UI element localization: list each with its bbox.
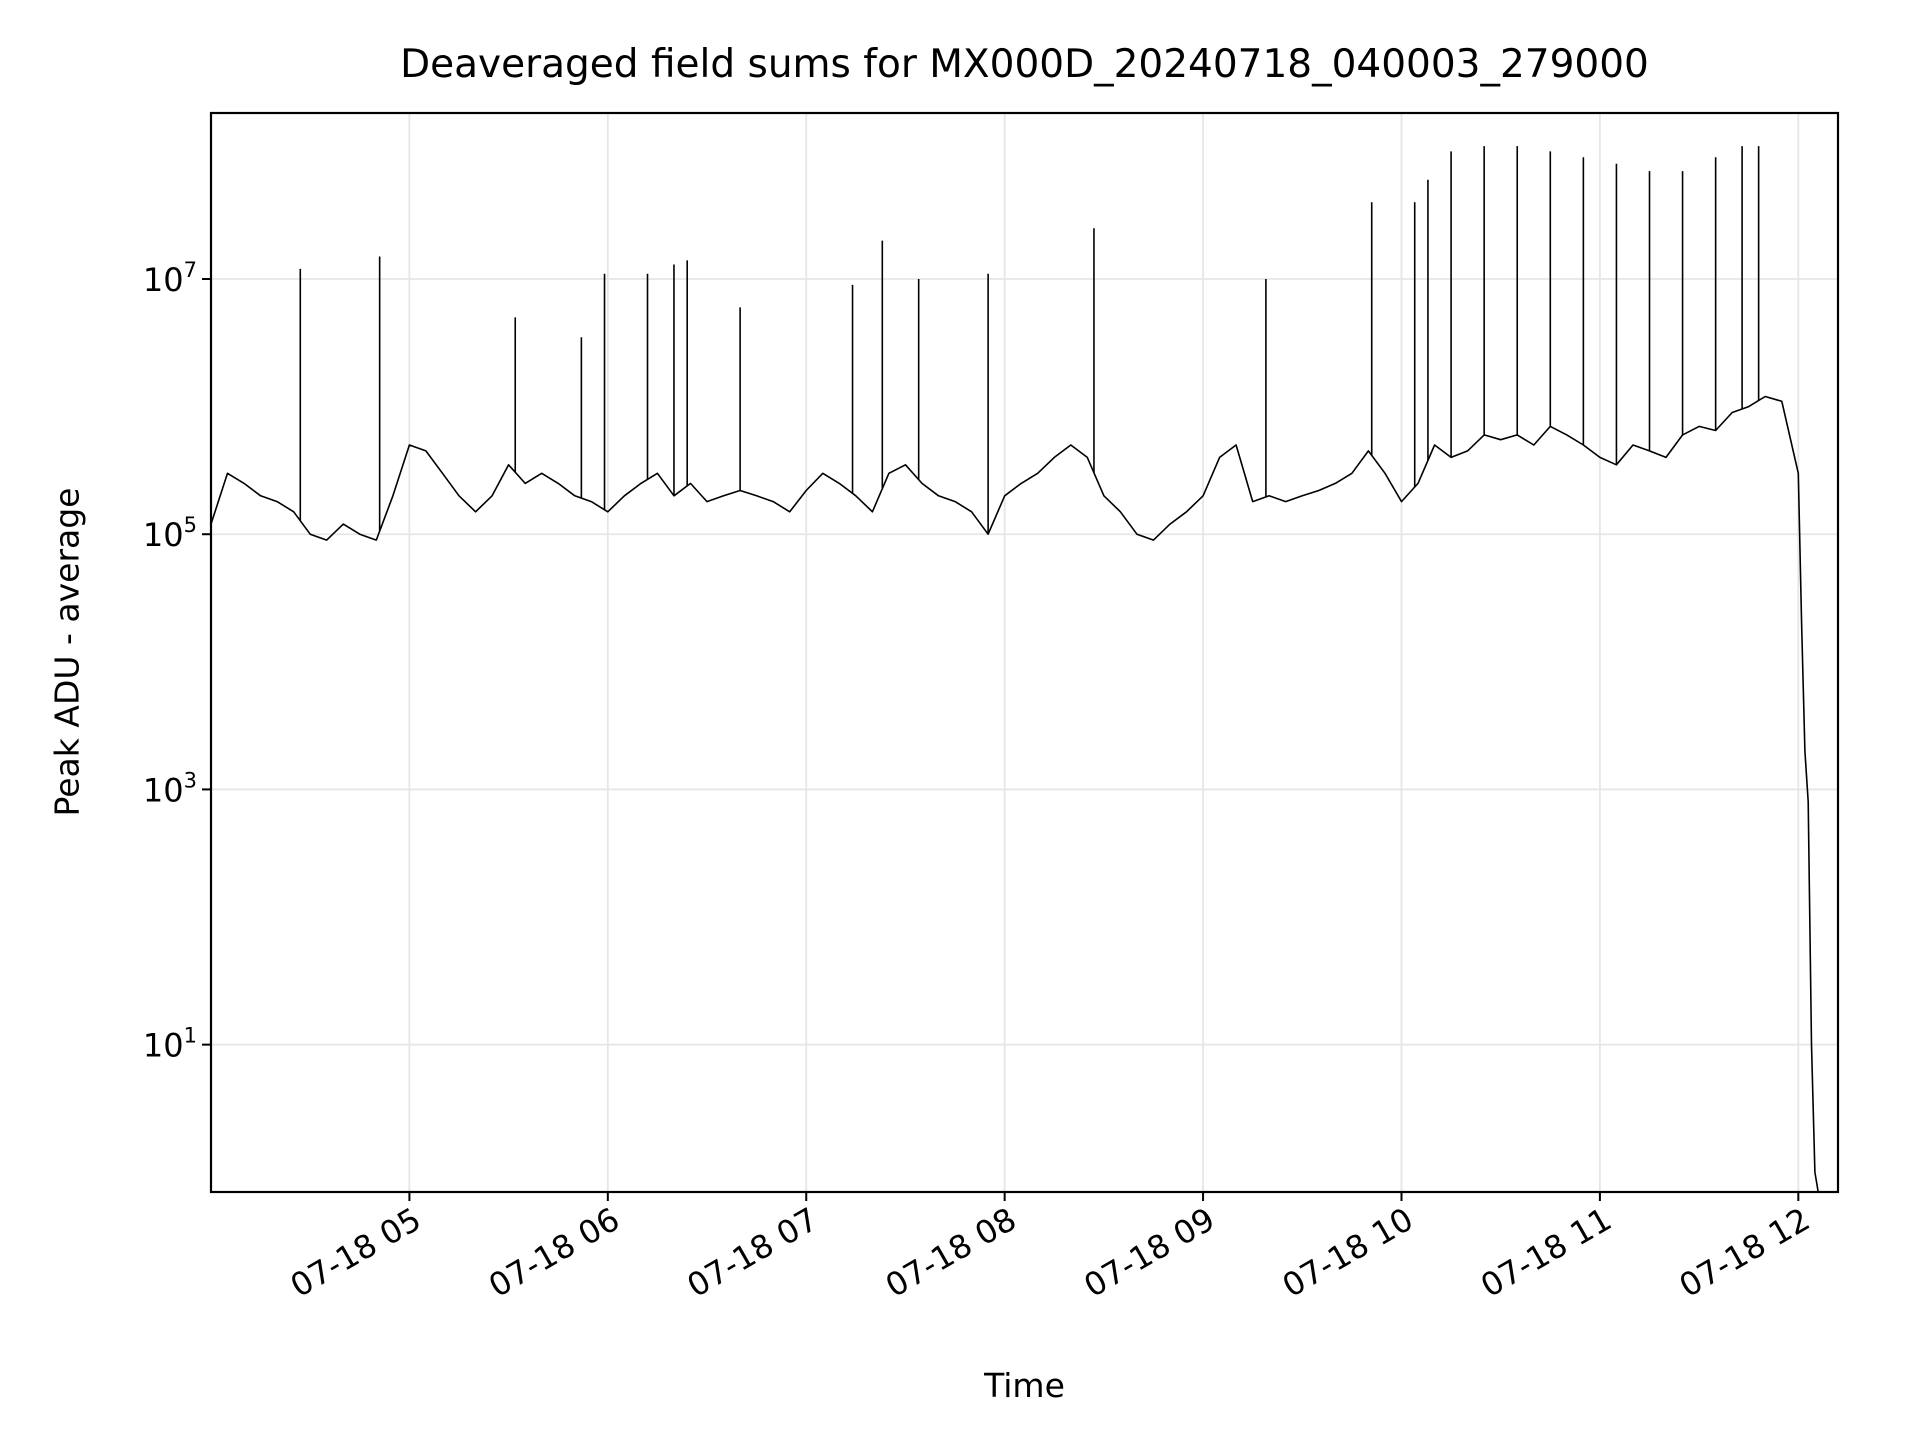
x-tick-label: 07-18 11 xyxy=(1474,1200,1618,1305)
x-tick-label: 07-18 08 xyxy=(879,1200,1023,1305)
chart-title: Deaveraged field sums for MX000D_2024071… xyxy=(400,42,1649,87)
x-axis-label: Time xyxy=(984,1366,1065,1405)
y-tick-label: 101 xyxy=(143,1024,197,1065)
data-layer xyxy=(210,146,1819,1193)
series-line xyxy=(210,395,1819,1193)
y-tick-label: 107 xyxy=(143,258,197,299)
x-tick-label: 07-18 10 xyxy=(1276,1200,1420,1305)
x-tick-label: 07-18 09 xyxy=(1077,1200,1221,1305)
x-tick-label: 07-18 12 xyxy=(1673,1200,1817,1305)
y-tick-label: 103 xyxy=(143,768,197,809)
x-tick-label: 07-18 06 xyxy=(482,1200,626,1305)
y-tick-label: 105 xyxy=(143,513,197,554)
x-tick-label: 07-18 07 xyxy=(681,1200,825,1305)
x-tick-label: 07-18 05 xyxy=(284,1200,428,1305)
axis-ticks: 07-18 05 07-18 06 07-18 07 07-18 08 07-18 09… xyxy=(143,258,1816,1305)
plot-frame xyxy=(209,111,1840,1194)
grid-lines xyxy=(211,113,1838,1192)
